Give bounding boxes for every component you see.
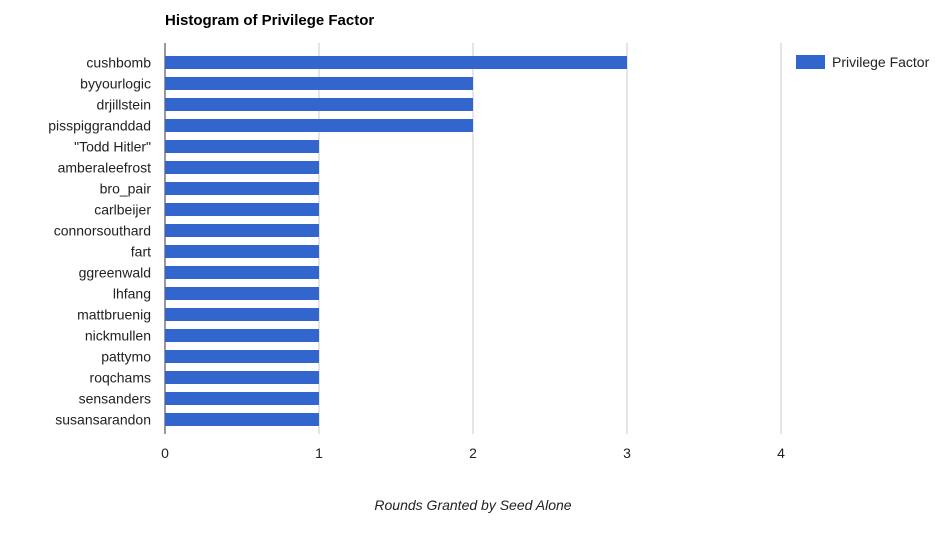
x-axis-title: Rounds Granted by Seed Alone <box>374 497 572 513</box>
category-label-14: pattymo <box>101 349 151 365</box>
bar-11 <box>165 287 319 300</box>
category-label-0: cushbomb <box>86 55 151 71</box>
category-label-7: carlbeijer <box>94 202 151 218</box>
bar-12 <box>165 308 319 321</box>
legend-label: Privilege Factor <box>832 54 930 70</box>
bar-8 <box>165 224 319 237</box>
bar-1 <box>165 77 473 90</box>
bar-15 <box>165 371 319 384</box>
x-tick-label-1: 1 <box>315 445 323 461</box>
chart-title: Histogram of Privilege Factor <box>165 12 375 29</box>
category-label-13: nickmullen <box>85 328 151 344</box>
bar-16 <box>165 392 319 405</box>
legend: Privilege Factor <box>796 54 929 70</box>
x-tick-label-3: 3 <box>623 445 631 461</box>
category-label-4: "Todd Hitler" <box>74 139 151 155</box>
bar-17 <box>165 413 319 426</box>
category-label-11: lhfang <box>113 286 151 302</box>
category-label-12: mattbruenig <box>77 307 151 323</box>
bar-6 <box>165 182 319 195</box>
bar-2 <box>165 98 473 111</box>
category-label-17: susansarandon <box>55 412 151 428</box>
bar-7 <box>165 203 319 216</box>
x-tick-label-2: 2 <box>469 445 477 461</box>
category-label-15: roqchams <box>90 370 151 386</box>
x-tick-label-4: 4 <box>777 445 785 461</box>
bar-0 <box>165 56 627 69</box>
bar-10 <box>165 266 319 279</box>
bar-5 <box>165 161 319 174</box>
category-label-2: drjillstein <box>97 97 151 113</box>
category-label-10: ggreenwald <box>79 265 151 281</box>
category-label-9: fart <box>131 244 151 260</box>
x-tick-label-0: 0 <box>161 445 169 461</box>
bar-4 <box>165 140 319 153</box>
bar-13 <box>165 329 319 342</box>
category-label-8: connorsouthard <box>54 223 151 239</box>
bar-9 <box>165 245 319 258</box>
legend-swatch <box>796 55 825 69</box>
bar-14 <box>165 350 319 363</box>
bar-3 <box>165 119 473 132</box>
category-label-16: sensanders <box>79 391 151 407</box>
category-label-6: bro_pair <box>100 181 152 197</box>
category-label-5: amberaleefrost <box>58 160 151 176</box>
category-label-3: pisspiggranddad <box>48 118 151 134</box>
category-label-1: byyourlogic <box>80 76 151 92</box>
